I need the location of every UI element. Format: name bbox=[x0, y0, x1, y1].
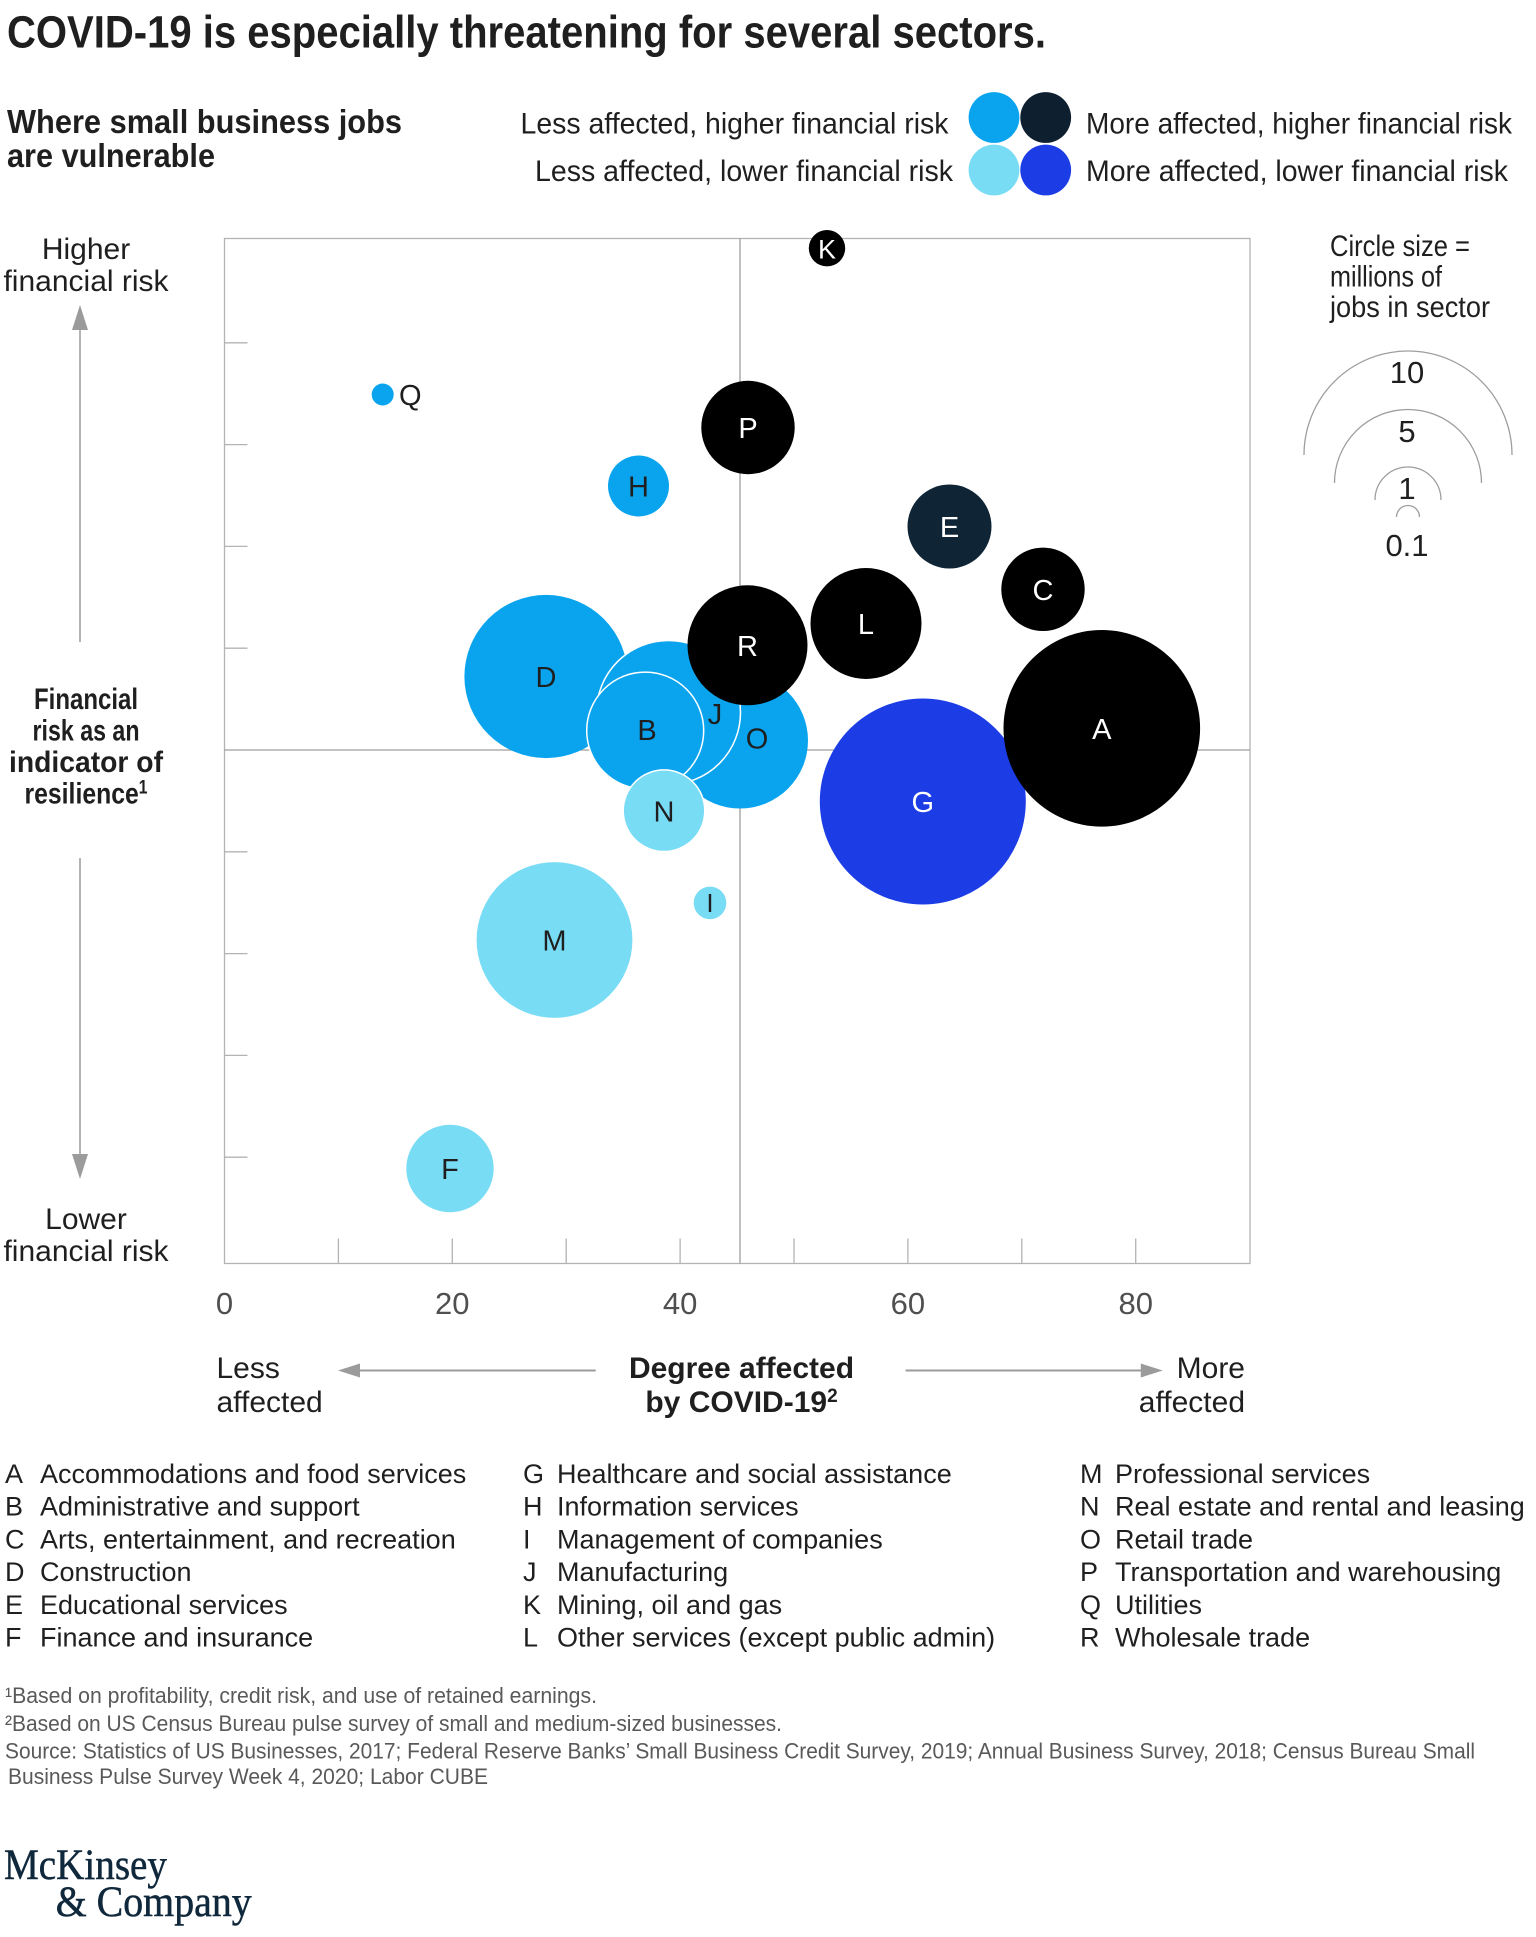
svg-text:K: K bbox=[523, 1590, 541, 1620]
svg-text:M: M bbox=[542, 926, 566, 958]
svg-text:McKinsey: McKinsey bbox=[4, 1841, 167, 1889]
svg-text:K: K bbox=[818, 235, 836, 265]
svg-text:Circle size =: Circle size = bbox=[1330, 230, 1470, 263]
svg-text:Arts, entertainment, and recre: Arts, entertainment, and recreation bbox=[40, 1524, 456, 1554]
svg-text:Transportation and warehousing: Transportation and warehousing bbox=[1115, 1557, 1501, 1587]
svg-text:& Company: & Company bbox=[56, 1878, 252, 1926]
svg-text:Real estate and rental and lea: Real estate and rental and leasing bbox=[1115, 1492, 1525, 1522]
svg-text:Higher: Higher bbox=[42, 233, 130, 266]
svg-text:Retail trade: Retail trade bbox=[1115, 1524, 1253, 1554]
svg-text:COVID-19 is especially threate: COVID-19 is especially threatening for s… bbox=[7, 7, 1046, 58]
svg-text:A: A bbox=[1092, 714, 1112, 746]
svg-text:More: More bbox=[1177, 1352, 1245, 1385]
svg-text:Mining, oil and gas: Mining, oil and gas bbox=[557, 1590, 782, 1620]
svg-text:millions of: millions of bbox=[1330, 261, 1443, 294]
svg-text:0: 0 bbox=[216, 1286, 233, 1321]
svg-text:I: I bbox=[523, 1524, 531, 1554]
svg-text:More affected, higher financia: More affected, higher financial risk bbox=[1086, 108, 1513, 141]
svg-text:F: F bbox=[441, 1154, 459, 1186]
svg-text:H: H bbox=[628, 472, 649, 504]
svg-text:5: 5 bbox=[1398, 414, 1415, 449]
svg-text:Manufacturing: Manufacturing bbox=[557, 1557, 728, 1587]
svg-text:J: J bbox=[708, 699, 723, 731]
svg-text:J: J bbox=[523, 1557, 537, 1587]
svg-text:Q: Q bbox=[1080, 1590, 1101, 1620]
svg-text:Degree affected: Degree affected bbox=[629, 1352, 854, 1385]
svg-text:10: 10 bbox=[1390, 355, 1424, 390]
svg-text:Finance and insurance: Finance and insurance bbox=[40, 1623, 313, 1653]
svg-text:Wholesale trade: Wholesale trade bbox=[1115, 1623, 1310, 1653]
svg-text:Other services (except public: Other services (except public admin) bbox=[557, 1623, 995, 1653]
svg-text:risk as an: risk as an bbox=[33, 715, 140, 748]
svg-text:Lower: Lower bbox=[45, 1203, 127, 1236]
svg-text:40: 40 bbox=[663, 1286, 697, 1321]
svg-text:N: N bbox=[1080, 1492, 1100, 1522]
svg-text:80: 80 bbox=[1118, 1286, 1152, 1321]
svg-text:Less affected, lower financial: Less affected, lower financial risk bbox=[535, 155, 954, 188]
svg-text:Where small business jobs: Where small business jobs bbox=[7, 103, 402, 140]
svg-text:F: F bbox=[5, 1623, 22, 1653]
svg-text:O: O bbox=[746, 724, 769, 756]
svg-text:affected: affected bbox=[217, 1386, 323, 1419]
svg-text:Business Pulse Survey Week 4,: Business Pulse Survey Week 4, 2020; Labo… bbox=[8, 1764, 488, 1789]
svg-text:are vulnerable: are vulnerable bbox=[7, 137, 215, 174]
svg-text:¹Based on profitability, credi: ¹Based on profitability, credit risk, an… bbox=[5, 1683, 597, 1708]
svg-text:I: I bbox=[706, 888, 713, 918]
svg-text:Construction: Construction bbox=[40, 1557, 192, 1587]
svg-text:Less affected, higher financia: Less affected, higher financial risk bbox=[521, 108, 950, 141]
svg-text:by COVID-192: by COVID-192 bbox=[645, 1386, 837, 1419]
svg-text:A: A bbox=[5, 1459, 23, 1489]
svg-text:resilience1: resilience1 bbox=[25, 778, 148, 811]
svg-text:Source: Statistics of US Busin: Source: Statistics of US Businesses, 201… bbox=[5, 1739, 1475, 1764]
svg-text:R: R bbox=[1080, 1623, 1100, 1653]
svg-text:P: P bbox=[738, 413, 757, 445]
svg-text:Information services: Information services bbox=[557, 1492, 799, 1522]
svg-text:indicator of: indicator of bbox=[9, 746, 164, 779]
svg-text:Utilities: Utilities bbox=[1115, 1590, 1202, 1620]
svg-text:affected: affected bbox=[1139, 1386, 1245, 1419]
svg-text:Financial: Financial bbox=[34, 683, 138, 716]
svg-text:jobs in sector: jobs in sector bbox=[1329, 291, 1490, 324]
svg-text:Professional services: Professional services bbox=[1115, 1459, 1370, 1489]
svg-text:N: N bbox=[654, 797, 675, 829]
svg-text:Management of companies: Management of companies bbox=[557, 1524, 883, 1554]
svg-text:Q: Q bbox=[399, 380, 422, 412]
svg-text:H: H bbox=[523, 1492, 543, 1522]
svg-text:C: C bbox=[1033, 575, 1054, 607]
svg-text:financial risk: financial risk bbox=[3, 265, 169, 298]
svg-text:E: E bbox=[5, 1590, 23, 1620]
svg-text:C: C bbox=[5, 1524, 25, 1554]
svg-text:0.1: 0.1 bbox=[1385, 528, 1428, 563]
svg-text:G: G bbox=[912, 787, 935, 819]
svg-text:P: P bbox=[1080, 1557, 1098, 1587]
svg-text:Less: Less bbox=[217, 1352, 280, 1385]
svg-text:20: 20 bbox=[435, 1286, 469, 1321]
svg-text:Educational services: Educational services bbox=[40, 1590, 288, 1620]
svg-text:D: D bbox=[536, 662, 557, 694]
svg-text:L: L bbox=[858, 609, 874, 641]
svg-text:G: G bbox=[523, 1459, 544, 1489]
svg-text:financial risk: financial risk bbox=[3, 1235, 169, 1268]
svg-text:O: O bbox=[1080, 1524, 1101, 1554]
svg-text:L: L bbox=[523, 1623, 538, 1653]
svg-text:Administrative and support: Administrative and support bbox=[40, 1492, 360, 1522]
svg-text:D: D bbox=[5, 1557, 25, 1587]
svg-text:B: B bbox=[5, 1492, 23, 1522]
svg-text:E: E bbox=[940, 512, 959, 544]
svg-text:R: R bbox=[737, 631, 758, 663]
svg-text:60: 60 bbox=[891, 1286, 925, 1321]
svg-text:²Based on US Census Bureau pul: ²Based on US Census Bureau pulse survey … bbox=[5, 1711, 782, 1736]
svg-text:Healthcare and social assistan: Healthcare and social assistance bbox=[557, 1459, 952, 1489]
svg-text:B: B bbox=[637, 715, 656, 747]
svg-text:M: M bbox=[1080, 1459, 1103, 1489]
svg-text:Accommodations and food servic: Accommodations and food services bbox=[40, 1459, 466, 1489]
svg-text:More affected, lower financial: More affected, lower financial risk bbox=[1086, 155, 1509, 188]
svg-text:1: 1 bbox=[1398, 471, 1415, 506]
